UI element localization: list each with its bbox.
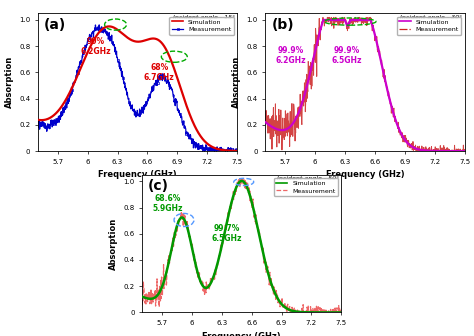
Text: Incident angle - 30°: Incident angle - 30° [400,15,463,20]
Text: (a): (a) [44,17,66,32]
Text: Incident angle - 15°: Incident angle - 15° [173,15,235,20]
Y-axis label: Absorption: Absorption [109,217,118,270]
X-axis label: Frequency (GHz): Frequency (GHz) [98,170,177,179]
Text: Incident angle - 50°: Incident angle - 50° [277,176,339,181]
Legend: Simulation, Measurement: Simulation, Measurement [397,16,461,35]
Y-axis label: Absorption: Absorption [4,56,13,109]
Text: (c): (c) [148,179,169,193]
Text: 99.9%
6.5GHz: 99.9% 6.5GHz [332,46,362,65]
X-axis label: Frequency (GHz): Frequency (GHz) [326,170,404,179]
Text: (b): (b) [272,17,294,32]
Text: 90%
6.2GHz: 90% 6.2GHz [80,37,111,56]
Text: 99.7%
6.5GHz: 99.7% 6.5GHz [211,224,242,244]
Text: 68.6%
5.9GHz: 68.6% 5.9GHz [153,194,183,213]
Y-axis label: Absorption: Absorption [232,56,241,109]
X-axis label: Frequency (GHz): Frequency (GHz) [202,332,281,336]
Legend: Simulation, Measurement: Simulation, Measurement [169,16,234,35]
Text: 68%
6.7GHz: 68% 6.7GHz [144,63,175,82]
Legend: Simulation, Measurement: Simulation, Measurement [273,178,338,196]
Text: 99.9%
6.2GHz: 99.9% 6.2GHz [275,46,306,65]
